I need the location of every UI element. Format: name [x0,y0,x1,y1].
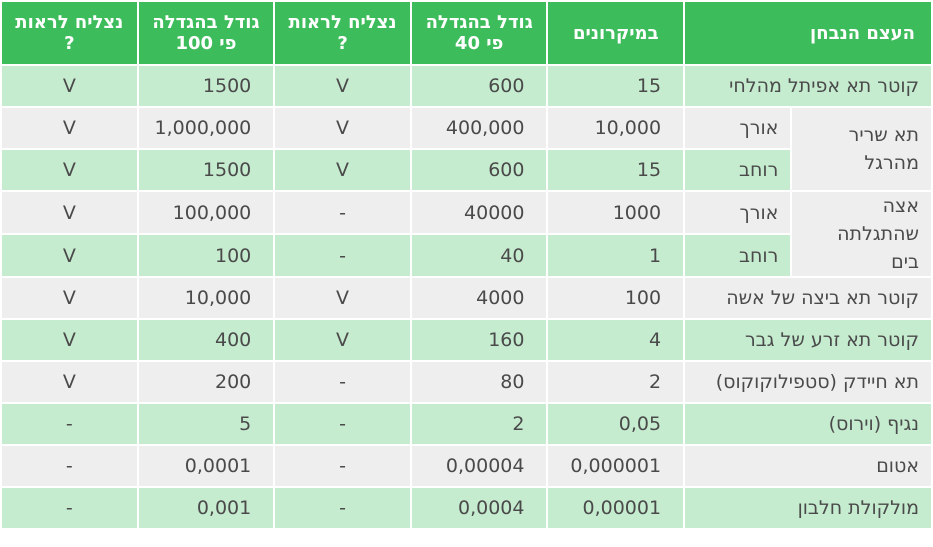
header-microns: במיקרונים [548,2,684,64]
mag100-cell: 200 [138,362,274,402]
mag100-cell: 0,0001 [138,446,274,486]
see40-cell: V [275,66,410,106]
mag40-cell: 600 [411,150,547,190]
see100-cell: - [2,488,137,528]
mag40-cell: 0,0004 [411,488,547,528]
table-row: קוטר תא ביצה של אשה 100 4000 V 10,000 V [2,278,931,318]
table-row: קוטר תא אפיתל מהלחי 15 600 V 1500 V [2,66,931,106]
see40-cell: - [275,446,410,486]
header-see100: נצליח לראות ? [2,2,137,64]
header-object: העצם הנבחן [685,2,931,64]
object-cell: קוטר תא אפיתל מהלחי [685,66,931,106]
microns-cell: 1 [548,235,684,276]
microns-cell: 15 [548,150,684,190]
object-cell: קוטר תא ביצה של אשה [685,278,931,318]
see100-cell: V [2,235,137,276]
mag100-cell: 100,000 [138,192,274,233]
see100-cell: - [2,446,137,486]
table-row: מולקולת חלבון 0,00001 0,0004 - 0,001 - [2,488,931,528]
object-cell: אטום [685,446,931,486]
mag40-cell: 4000 [411,278,547,318]
mag100-cell: 10,000 [138,278,274,318]
table-row: רוחב 1 40 - 100 V [2,235,931,276]
table-row: תא שריר מהרגל אורך 10,000 400,000 V 1,00… [2,108,931,190]
see40-cell: - [275,362,410,402]
microns-cell: 0,00001 [548,488,684,528]
magnification-table: העצם הנבחן במיקרונים גודל בהגדלה פי 40 נ… [2,2,931,528]
table-row: אצה שהתגלתה בים אורך 1000 40000 - 100,00… [2,192,931,276]
header-mag40: גודל בהגדלה פי 40 [411,2,547,64]
see40-cell: - [275,404,410,444]
mag100-cell: 1500 [138,66,274,106]
mag40-cell: 0,00004 [411,446,547,486]
dimension-cell: רוחב [685,150,791,190]
dimension-cell: אורך [685,108,791,148]
see40-cell: - [275,192,410,233]
see100-cell: V [2,150,137,190]
table-row: קוטר תא זרע של גבר 4 160 V 400 V [2,320,931,360]
table-row: נגיף (וירוס) 0,05 2 - 5 - [2,404,931,444]
microns-cell: 4 [548,320,684,360]
table-row: תא חיידק (סטפילוקוקוס) 2 80 - 200 V [2,362,931,402]
header-see40: נצליח לראות ? [275,2,410,64]
mag40-cell: 80 [411,362,547,402]
mag40-cell: 40000 [411,192,547,233]
see40-cell: - [275,488,410,528]
microns-cell: 100 [548,278,684,318]
microns-cell: 0,000001 [548,446,684,486]
see40-cell: V [275,150,410,190]
see100-cell: V [2,66,137,106]
mag40-cell: 160 [411,320,547,360]
mag40-cell: 600 [411,66,547,106]
mag100-cell: 0,001 [138,488,274,528]
mag100-cell: 1,000,000 [138,108,274,148]
see40-cell: V [275,320,410,360]
mag100-cell: 1500 [138,150,274,190]
mag100-cell: 5 [138,404,274,444]
see100-cell: - [2,404,137,444]
dimension-cell: אורך [685,192,791,233]
mag40-cell: 2 [411,404,547,444]
see100-cell: V [2,192,137,233]
mag100-cell: 400 [138,320,274,360]
mag100-cell: 100 [138,235,274,276]
see100-cell: V [2,362,137,402]
microns-cell: 15 [548,66,684,106]
object-cell: תא חיידק (סטפילוקוקוס) [685,362,931,402]
object-group-cell: תא שריר מהרגל [792,108,931,190]
table-row: רוחב 15 600 V 1500 V [2,150,931,190]
object-cell: מולקולת חלבון [685,488,931,528]
see40-cell: - [275,235,410,276]
microns-cell: 2 [548,362,684,402]
object-group-cell: אצה שהתגלתה בים [792,192,931,276]
see100-cell: V [2,278,137,318]
object-cell: נגיף (וירוס) [685,404,931,444]
see100-cell: V [2,108,137,148]
dimension-cell: רוחב [685,235,791,276]
header-mag100: גודל בהגדלה פי 100 [138,2,274,64]
mag40-cell: 40 [411,235,547,276]
microns-cell: 0,05 [548,404,684,444]
see40-cell: V [275,278,410,318]
microns-cell: 10,000 [548,108,684,148]
mag40-cell: 400,000 [411,108,547,148]
table-row: אטום 0,000001 0,00004 - 0,0001 - [2,446,931,486]
see100-cell: V [2,320,137,360]
see40-cell: V [275,108,410,148]
header-row: העצם הנבחן במיקרונים גודל בהגדלה פי 40 נ… [2,2,931,64]
object-cell: קוטר תא זרע של גבר [685,320,931,360]
microns-cell: 1000 [548,192,684,233]
